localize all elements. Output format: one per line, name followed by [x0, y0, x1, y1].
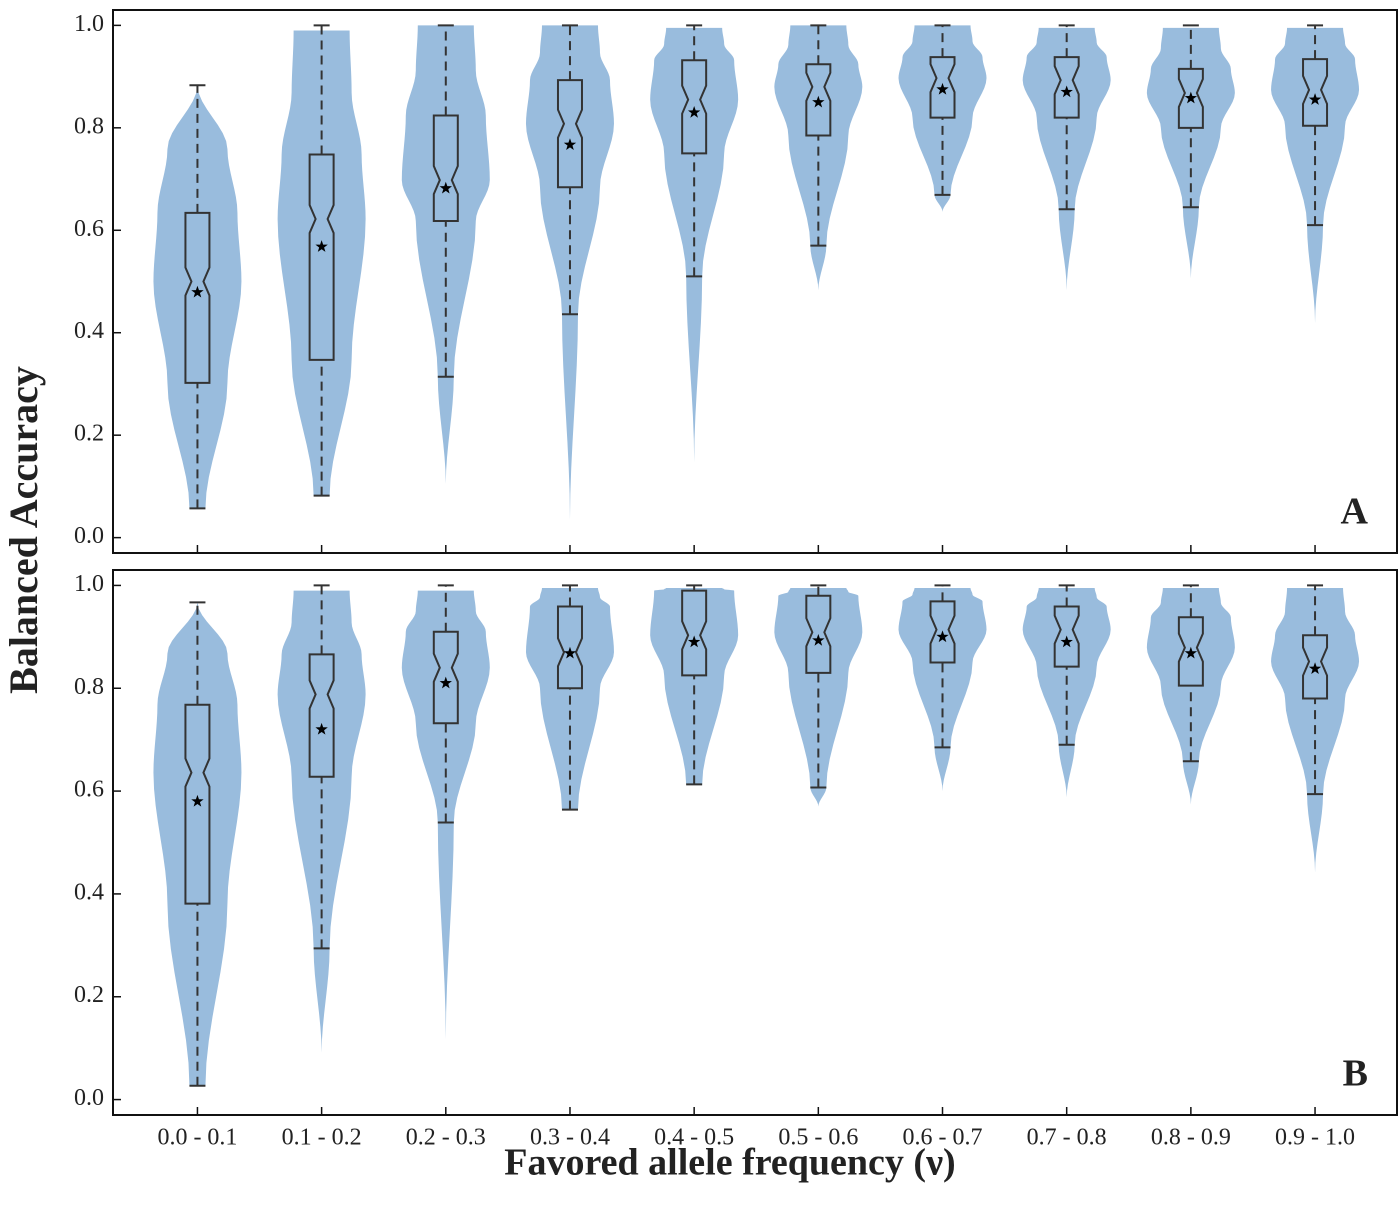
- box: [184, 211, 211, 384]
- y-tick-label: 0.8: [74, 674, 104, 700]
- x-tick-label: 0.9 - 1.0: [1275, 1125, 1355, 1151]
- violin: [525, 25, 614, 520]
- box: [308, 153, 335, 361]
- mean-marker: [812, 95, 825, 108]
- mean-marker: [1060, 635, 1073, 648]
- mean-marker: [1308, 93, 1322, 105]
- violin: [277, 30, 366, 496]
- box: [308, 653, 335, 778]
- mean-marker: [315, 722, 328, 735]
- mean-marker: [191, 285, 204, 298]
- mean-marker: [1184, 91, 1198, 104]
- box: [1053, 605, 1080, 668]
- y-tick-label: 0.2: [74, 982, 104, 1008]
- mean-marker: [1184, 646, 1198, 659]
- mean-marker: [563, 646, 577, 659]
- panel-frame: [112, 569, 1398, 1116]
- violin: [774, 25, 863, 291]
- box: [556, 605, 583, 690]
- mean-marker: [191, 794, 204, 807]
- x-tick-label: 0.7 - 0.8: [1027, 1125, 1107, 1151]
- x-tick-label: 0.3 - 0.4: [530, 1125, 610, 1151]
- y-tick-label: 0.8: [74, 113, 104, 139]
- x-tick-label: 0.5 - 0.6: [778, 1125, 858, 1151]
- y-axis-label: Balanced Accuracy: [1, 366, 46, 694]
- violin: [1146, 27, 1235, 279]
- panel-label: A: [1341, 491, 1369, 533]
- y-tick-label: 0.6: [74, 777, 104, 803]
- y-tick-label: 0.4: [74, 318, 104, 344]
- box: [556, 79, 583, 189]
- y-tick-label: 0.6: [74, 216, 104, 242]
- mean-marker: [439, 676, 452, 689]
- x-tick-label: 0.8 - 0.9: [1151, 1125, 1231, 1151]
- y-tick-label: 0.2: [74, 421, 104, 447]
- x-tick-label: 0.0 - 0.1: [157, 1125, 237, 1151]
- y-tick-label: 0.0: [74, 1085, 104, 1111]
- x-tick-label: 0.2 - 0.3: [406, 1125, 486, 1151]
- box: [184, 703, 211, 905]
- y-tick-label: 1.0: [74, 11, 104, 37]
- mean-marker: [439, 181, 452, 194]
- y-tick-label: 0.0: [74, 523, 104, 549]
- box: [929, 56, 956, 119]
- box: [1177, 616, 1204, 687]
- mean-marker: [936, 82, 949, 95]
- box: [432, 630, 459, 725]
- x-tick-label: 0.1 - 0.2: [282, 1125, 362, 1151]
- box: [1302, 634, 1329, 700]
- box: [805, 63, 832, 137]
- box: [1053, 56, 1080, 119]
- panel-frame: [112, 9, 1398, 554]
- mean-marker: [687, 635, 701, 648]
- box: [929, 600, 956, 664]
- box: [432, 114, 459, 223]
- x-tick-label: 0.4 - 0.5: [654, 1125, 734, 1151]
- violin: [153, 85, 242, 509]
- box: [681, 589, 708, 677]
- violin: [153, 602, 242, 1086]
- mean-marker: [812, 633, 825, 646]
- box: [1302, 58, 1329, 127]
- violin: [898, 587, 987, 792]
- mean-marker: [315, 240, 328, 252]
- mean-marker: [1060, 85, 1073, 98]
- mean-marker: [563, 138, 577, 150]
- y-tick-label: 1.0: [74, 571, 104, 597]
- mean-marker: [1308, 662, 1322, 674]
- box: [805, 594, 832, 674]
- box: [1177, 67, 1204, 129]
- y-tick-label: 0.4: [74, 879, 104, 905]
- x-tick-label: 0.6 - 0.7: [903, 1125, 983, 1151]
- mean-marker: [936, 630, 949, 643]
- x-axis-label: Favored allele frequency (ν): [504, 1142, 955, 1184]
- mean-marker: [687, 105, 701, 118]
- box: [681, 59, 708, 155]
- panel-label: B: [1343, 1053, 1368, 1095]
